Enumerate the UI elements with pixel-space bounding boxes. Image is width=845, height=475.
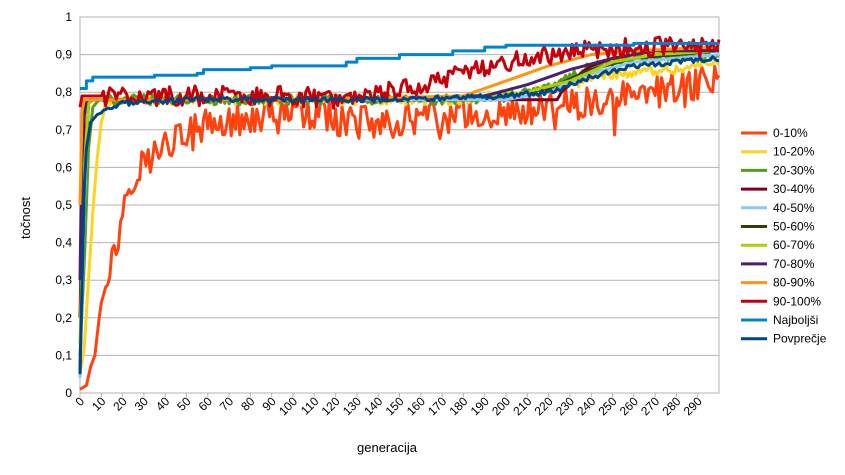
x-tick-label: 100 (276, 394, 300, 418)
legend-label: 80-90% (773, 276, 815, 290)
y-tick-label: 0,1 (55, 348, 72, 362)
x-tick-label: 260 (617, 394, 641, 418)
series-line-9 (78, 35, 721, 110)
x-tick-label: 180 (446, 394, 470, 418)
x-tick-label: 250 (596, 394, 620, 418)
legend-label: Povprečje (773, 332, 827, 346)
y-tick-label: 0,7 (55, 123, 72, 137)
y-tick-label: 0 (65, 386, 72, 400)
legend-label: 90-100% (773, 294, 821, 308)
x-tick-label: 290 (681, 394, 705, 418)
y-tick-label: 0,8 (55, 85, 72, 99)
x-tick-label: 30 (132, 394, 152, 414)
legend-label: 70-80% (773, 257, 815, 271)
series-line-11 (78, 55, 720, 375)
legend-label: 0-10% (773, 126, 808, 140)
x-axis-ticks: 0 10 20 30 40 50 60 70 80 90100110120130140150160… (72, 393, 705, 418)
x-tick-label: 190 (468, 394, 492, 418)
x-tick-label: 70 (217, 394, 237, 414)
x-tick-label: 170 (425, 394, 449, 418)
x-tick-label: 160 (404, 394, 428, 418)
series-line-1 (78, 59, 721, 375)
legend: 0-10% 10-20% 20-30% 30-40% 40-50% 50-60% 60-70… (741, 126, 827, 346)
series-line-10 (80, 41, 719, 90)
legend-label: 50-60% (773, 220, 815, 234)
series-line-0 (79, 64, 721, 391)
y-tick-label: 0,4 (55, 236, 72, 250)
y-tick-label: 0,5 (55, 198, 72, 212)
y-tick-label: 1 (65, 10, 72, 24)
x-tick-label: 50 (174, 394, 194, 414)
legend-label: 10-20% (773, 145, 815, 159)
x-tick-label: 10 (89, 394, 109, 414)
x-tick-label: 270 (638, 394, 662, 418)
legend-label: 20-30% (773, 163, 815, 177)
x-tick-label: 20 (110, 394, 130, 414)
x-tick-label: 150 (383, 394, 407, 418)
legend-label: 30-40% (773, 182, 815, 196)
x-tick-label: 240 (574, 394, 598, 418)
y-tick-label: 0,6 (55, 160, 72, 174)
x-tick-label: 130 (340, 394, 364, 418)
y-tick-label: 0,9 (55, 48, 72, 62)
y-axis-ticks: 0 0,1 0,2 0,3 0,4 0,5 0,6 0,7 0,8 0,9 1 (55, 10, 72, 400)
x-tick-label: 40 (153, 394, 173, 414)
legend-label: Najboljši (773, 313, 818, 327)
x-tick-label: 140 (361, 394, 385, 418)
x-tick-label: 210 (510, 394, 534, 418)
x-tick-label: 80 (238, 394, 258, 414)
legend-label: 60-70% (773, 238, 815, 252)
x-tick-label: 200 (489, 394, 513, 418)
x-tick-label: 120 (319, 394, 343, 418)
series-lines (78, 35, 721, 391)
x-tick-label: 110 (298, 394, 322, 418)
x-axis-label: generacija (357, 440, 418, 455)
y-tick-label: 0,2 (55, 311, 72, 325)
y-axis-label: točnost (18, 197, 33, 239)
x-tick-label: 90 (259, 394, 279, 414)
x-tick-label: 230 (553, 394, 577, 418)
x-tick-label: 280 (659, 394, 683, 418)
y-tick-label: 0,3 (55, 273, 72, 287)
x-tick-label: 60 (196, 394, 216, 414)
x-tick-label: 220 (532, 394, 556, 418)
legend-label: 40-50% (773, 201, 815, 215)
